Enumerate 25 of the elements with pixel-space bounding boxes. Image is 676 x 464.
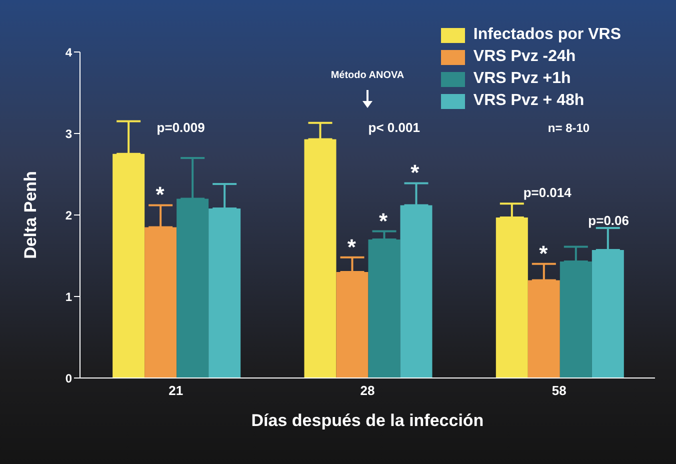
y-axis-title: Delta Penh	[21, 171, 40, 259]
legend-label: Infectados por VRS	[473, 26, 621, 44]
annotation: *	[347, 234, 356, 260]
annotation: p=0.009	[156, 120, 205, 135]
legend-label: VRS Pvz + 48h	[473, 92, 584, 110]
annotation: p=0.06	[588, 213, 630, 228]
y-tick-label: 1	[65, 290, 72, 304]
y-tick-label: 2	[65, 208, 72, 222]
annotation: p=0.014	[523, 185, 572, 200]
x-tick-label: 21	[168, 383, 184, 398]
annotation: n= 8-10	[548, 121, 590, 135]
annotation: Método ANOVA	[330, 70, 404, 81]
annotation: *	[539, 240, 548, 266]
x-axis-title: Días después de la infección	[251, 411, 484, 430]
annotation: p< 0.001	[368, 120, 420, 135]
annotation: *	[410, 160, 420, 186]
legend-label: VRS Pvz +1h	[473, 70, 571, 88]
annotation: *	[379, 208, 388, 234]
y-tick-label: 3	[65, 126, 72, 141]
legend-label: VRS Pvz -24h	[473, 48, 576, 66]
y-tick-label: 4	[65, 45, 72, 60]
y-tick-label: 0	[65, 371, 72, 386]
x-tick-label: 28	[360, 383, 375, 398]
annotation: *	[156, 182, 165, 208]
x-tick-label: 58	[552, 383, 566, 398]
